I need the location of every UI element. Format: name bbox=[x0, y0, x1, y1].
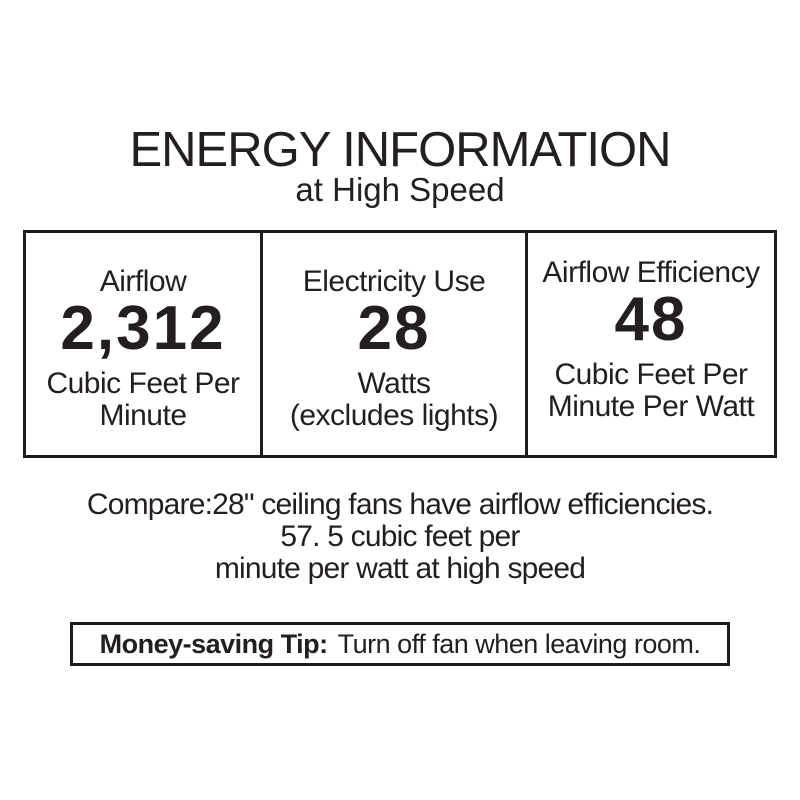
airflow-efficiency-header: Airflow Efficiency bbox=[542, 256, 760, 289]
compare-line: 57. 5 cubic feet per bbox=[280, 520, 520, 553]
compare-note: Compare:28" ceiling fans have airflow ef… bbox=[0, 489, 800, 585]
page-title: ENERGY INFORMATION bbox=[129, 123, 671, 177]
airflow-units: Cubic Feet Per Minute bbox=[46, 367, 240, 432]
column-electricity-use: Electricity Use 28 Watts (excludes light… bbox=[260, 233, 525, 455]
airflow-efficiency-units: Cubic Feet Per Minute Per Watt bbox=[547, 358, 755, 423]
airflow-header: Airflow bbox=[99, 265, 187, 298]
airflow-value: 2,312 bbox=[60, 294, 226, 363]
column-airflow: Airflow 2,312 Cubic Feet Per Minute bbox=[26, 233, 260, 455]
airflow-efficiency-value: 48 bbox=[614, 285, 688, 354]
airflow-efficiency-unit-line: Minute Per Watt bbox=[547, 390, 755, 423]
money-saving-tip-label: Money-saving Tip: bbox=[99, 628, 329, 659]
compare-line: minute per watt at high speed bbox=[214, 552, 586, 585]
money-saving-tip-text: Turn off fan when leaving room. bbox=[337, 628, 701, 659]
electricity-use-unit-line: Watts bbox=[357, 367, 431, 400]
page-subtitle: at High Speed bbox=[295, 171, 505, 208]
electricity-use-header: Electricity Use bbox=[302, 265, 486, 298]
airflow-efficiency-unit-line: Cubic Feet Per bbox=[554, 358, 748, 391]
electricity-use-units: Watts (excludes lights) bbox=[289, 367, 499, 432]
money-saving-tip-box: Money-saving Tip: Turn off fan when leav… bbox=[70, 622, 730, 666]
energy-table: Airflow 2,312 Cubic Feet Per Minute Elec… bbox=[23, 230, 777, 458]
electricity-use-unit-line: (excludes lights) bbox=[289, 399, 499, 432]
airflow-unit-line: Cubic Feet Per bbox=[46, 367, 240, 400]
electricity-use-value: 28 bbox=[357, 294, 431, 363]
column-airflow-efficiency: Airflow Efficiency 48 Cubic Feet Per Min… bbox=[525, 233, 774, 455]
compare-line: Compare:28" ceiling fans have airflow ef… bbox=[86, 488, 714, 521]
airflow-unit-line: Minute bbox=[99, 399, 187, 432]
